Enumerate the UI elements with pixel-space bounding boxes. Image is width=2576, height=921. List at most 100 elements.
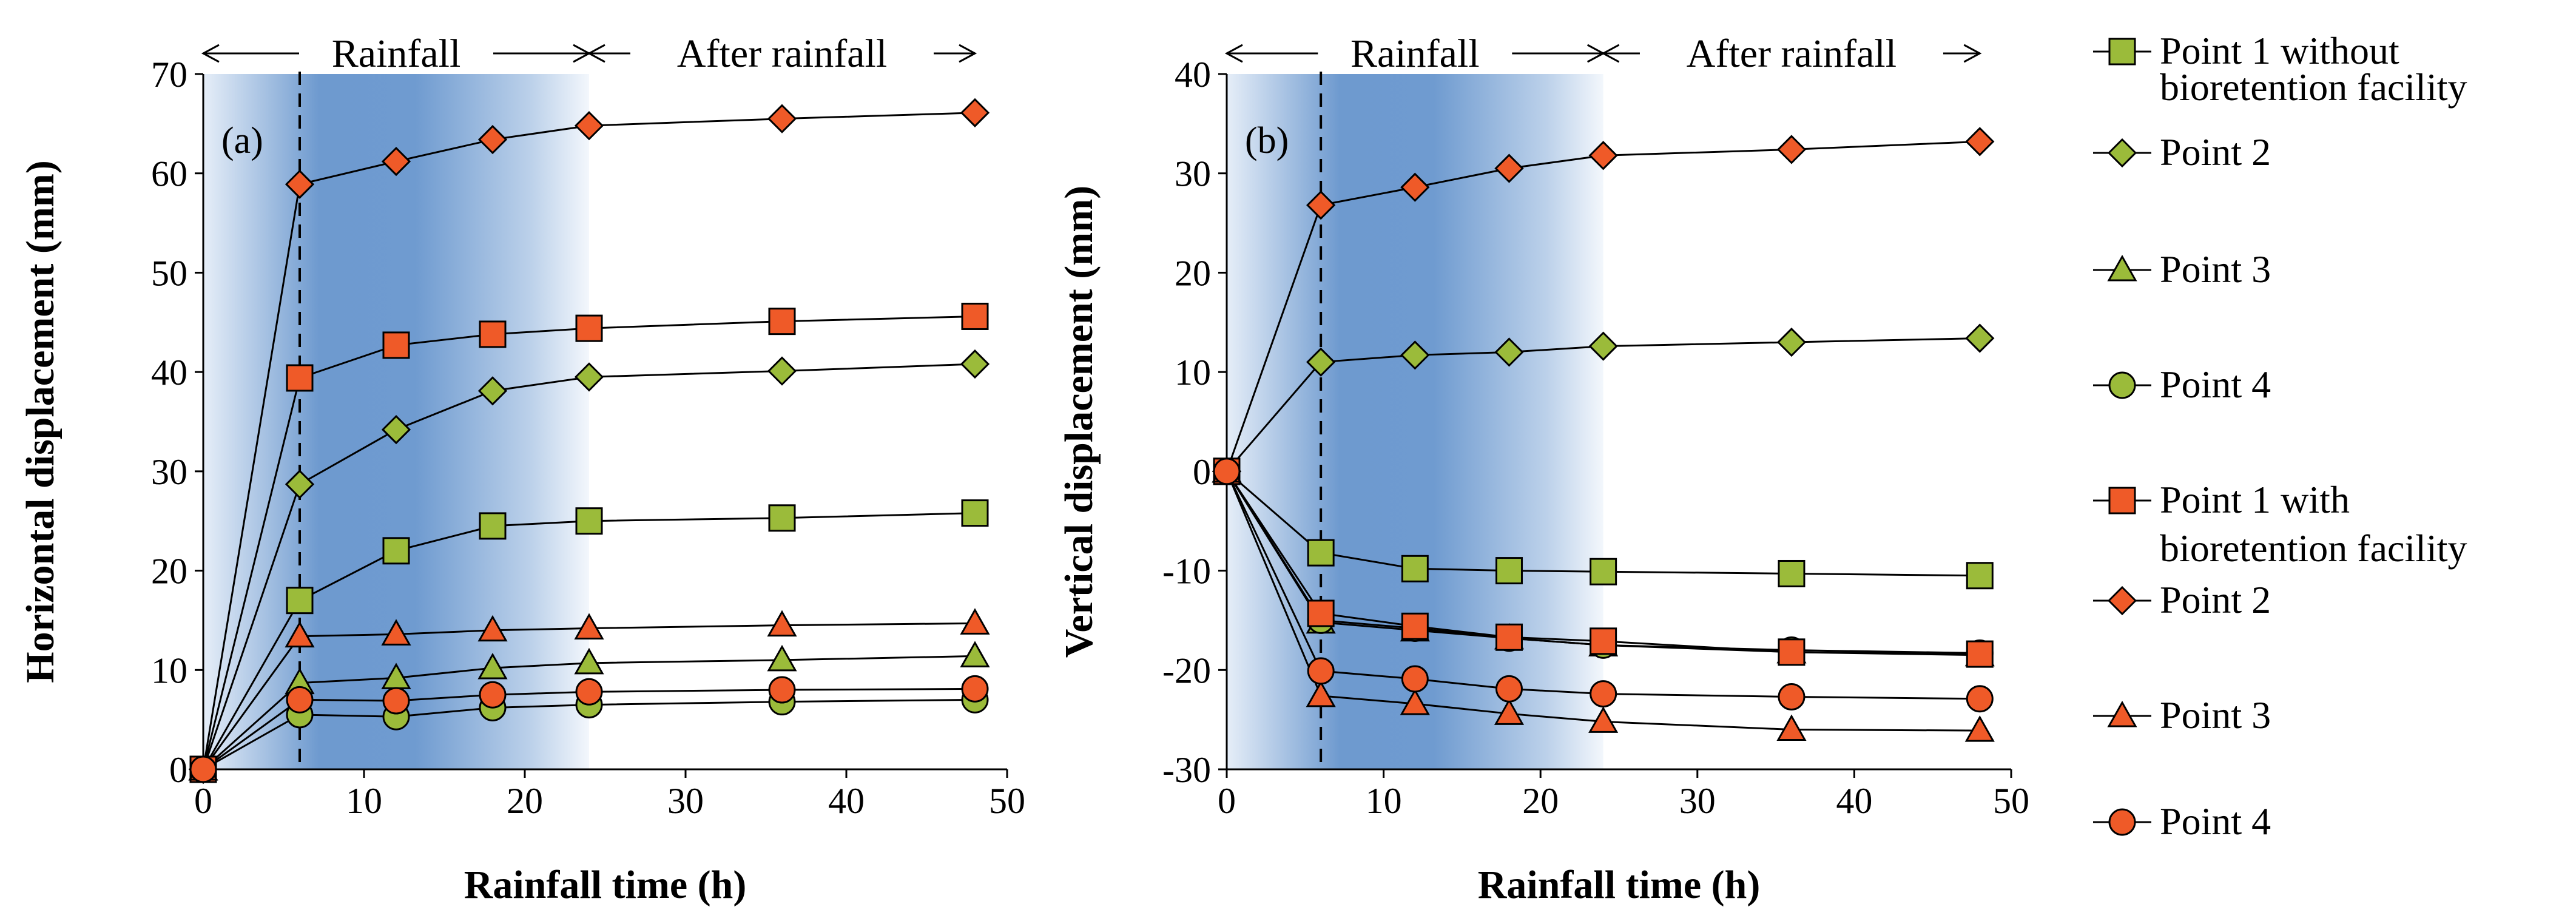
- data-point: [1778, 638, 1806, 666]
- y-tick-label: -30: [1162, 750, 1211, 790]
- x-tick-label: 20: [1522, 781, 1559, 821]
- y-tick-label: 30: [151, 452, 187, 492]
- data-point: [1400, 340, 1430, 370]
- legend-entry-5: Point 1 with bioretention facility: [2093, 478, 2467, 570]
- legend-label: Point 4: [2160, 363, 2271, 406]
- data-point: [960, 608, 990, 635]
- data-point: [285, 169, 315, 199]
- data-point: [1400, 688, 1430, 715]
- data-point: [382, 331, 410, 359]
- panel-b: -30 -20 -10 0 10 20 30 40 0 10 20 30 40 50 Rainfall ti…: [1057, 29, 2029, 907]
- rainfall-arrow-head-left: [201, 44, 220, 63]
- data-point: [477, 652, 508, 680]
- data-point: [574, 362, 604, 392]
- data-point: [960, 98, 990, 127]
- legend-label: Point 4: [2160, 800, 2271, 843]
- data-point: [1964, 715, 1995, 742]
- data-point: [1778, 559, 1806, 587]
- x-tick-label: 0: [194, 781, 212, 821]
- y-tick-label: 20: [151, 552, 187, 592]
- legend-marker: [2107, 254, 2137, 282]
- y-tick-label: 70: [151, 55, 187, 95]
- legend-entry-2: Point 2: [2093, 130, 2271, 174]
- y-tick-label: 40: [151, 353, 187, 393]
- data-point: [768, 308, 796, 336]
- after-rainfall-arrow-head-right: [1963, 44, 1982, 63]
- rainfall-label: Rainfall: [332, 32, 461, 76]
- y-tick-label: 60: [151, 154, 187, 194]
- data-point: [575, 678, 603, 706]
- after-rainfall-arrow-head-left: [587, 44, 605, 63]
- legend-label: Point 3: [2160, 693, 2271, 737]
- data-point: [1213, 457, 1241, 485]
- x-tick-label: 20: [507, 781, 543, 821]
- data-point: [285, 621, 315, 648]
- data-point: [1776, 714, 1807, 741]
- x-tick-label: 10: [1366, 781, 1402, 821]
- data-point: [477, 376, 508, 406]
- data-point: [286, 364, 314, 392]
- data-point: [479, 512, 507, 540]
- legend-entry-8: Point 4: [2093, 800, 2271, 843]
- y-tick-label: 0: [1193, 452, 1211, 492]
- legend-marker: [2108, 487, 2136, 514]
- legend-entry-4: Point 4: [2093, 363, 2271, 406]
- x-tick-label: 50: [989, 781, 1025, 821]
- legend-entry-6: Point 2: [2093, 578, 2271, 621]
- y-tick-label: 10: [1175, 353, 1211, 393]
- rainfall-label-bg: [1318, 29, 1512, 72]
- series-markers-8: [1213, 457, 1994, 713]
- data-point: [574, 647, 604, 675]
- data-point: [1590, 558, 1617, 585]
- after-rainfall-arrow-head-left: [1601, 44, 1620, 63]
- data-point: [767, 356, 797, 386]
- data-point: [1776, 135, 1807, 164]
- y-tick-label: -20: [1162, 650, 1211, 690]
- data-point: [1306, 347, 1336, 377]
- data-point: [767, 104, 797, 133]
- data-point: [1588, 331, 1618, 361]
- data-point: [1307, 539, 1335, 567]
- y-axis-label: Horizontal displacement (mm): [18, 160, 62, 683]
- data-point: [1966, 640, 1994, 668]
- legend-marker: [2107, 138, 2137, 168]
- data-point: [1590, 627, 1617, 655]
- legend-label: bioretention facility: [2160, 66, 2467, 109]
- panel-a: 0 10 20 30 40 50 60 70 0 10 20 30 40 50 Rainfall time …: [18, 29, 1025, 907]
- data-point: [1588, 706, 1619, 733]
- data-point: [189, 755, 217, 783]
- data-point: [382, 537, 410, 565]
- data-point: [961, 675, 989, 703]
- data-point: [1776, 327, 1807, 357]
- data-point: [1307, 657, 1335, 685]
- panel-label: (b): [1245, 120, 1289, 161]
- data-point: [1494, 337, 1524, 367]
- legend-label: bioretention facility: [2160, 527, 2467, 570]
- x-axis-label: Rainfall time (h): [464, 863, 747, 907]
- x-tick-label: 10: [346, 781, 382, 821]
- after-rainfall-label-bg: [1639, 29, 1943, 72]
- data-point: [575, 314, 603, 342]
- data-point: [574, 613, 604, 640]
- data-point: [768, 676, 796, 704]
- legend-marker: [2108, 808, 2136, 836]
- data-point: [575, 507, 603, 535]
- data-point: [961, 499, 989, 527]
- data-point: [1495, 675, 1523, 703]
- data-point: [1965, 127, 1995, 157]
- data-point: [1588, 141, 1618, 170]
- data-point: [1400, 172, 1430, 202]
- chart-root: 0 10 20 30 40 50 60 70 0 10 20 30 40 50 Rainfall time …: [18, 29, 2467, 907]
- after-rainfall-arrow-head-right: [959, 44, 977, 63]
- x-tick-label: 30: [667, 781, 704, 821]
- data-point: [1590, 680, 1617, 708]
- data-point: [1965, 323, 1995, 353]
- legend-entry-7: Point 3: [2093, 693, 2271, 737]
- data-point: [382, 687, 410, 715]
- series-markers-8: [189, 675, 989, 783]
- data-point: [479, 681, 507, 709]
- data-point: [1401, 665, 1429, 693]
